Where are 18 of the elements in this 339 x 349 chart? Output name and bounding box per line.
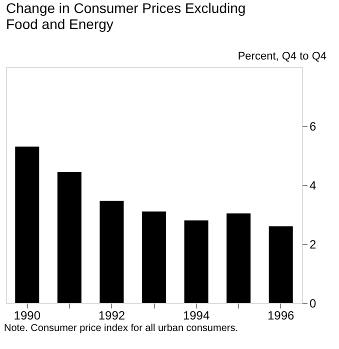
x-tick-label: 1990 [14,308,41,322]
y-tick-label: 6 [310,120,316,134]
bar [226,213,251,303]
x-tick-label: 1994 [182,308,210,322]
bar [142,212,166,303]
bar [15,146,40,303]
chart-title: Change in Consumer Prices Excluding Food and Energy [6,0,246,32]
x-tick-label: 1996 [268,308,295,322]
bar [268,226,293,303]
bar [100,200,124,303]
bar [57,172,82,303]
y-axis-title: Percent, Q4 to Q4 [238,50,326,62]
text: Note. Consumer price index for all urban consumers. [4,323,238,334]
y-tick-label: 2 [310,238,316,252]
x-tick-label: 1992 [98,308,126,322]
y-tick-label: 4 [310,178,316,192]
bar [184,220,208,303]
y-tick-label: 0 [310,296,316,310]
